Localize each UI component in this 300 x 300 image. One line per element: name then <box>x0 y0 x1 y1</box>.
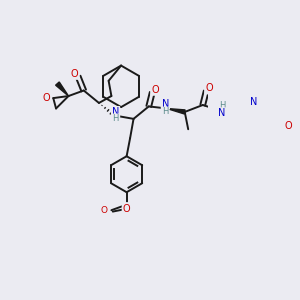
Text: H: H <box>219 101 225 110</box>
Text: N: N <box>218 108 226 118</box>
Text: O: O <box>123 204 130 214</box>
Text: N: N <box>162 99 169 109</box>
Polygon shape <box>56 82 68 96</box>
Text: O: O <box>205 83 213 93</box>
Text: H: H <box>112 114 119 123</box>
Text: O: O <box>43 93 50 103</box>
Text: O: O <box>151 85 159 95</box>
Text: O: O <box>71 69 79 79</box>
Text: H: H <box>162 107 169 116</box>
Text: O: O <box>123 203 130 213</box>
Text: N: N <box>112 107 119 117</box>
Text: O: O <box>101 206 108 215</box>
Text: O: O <box>284 121 292 131</box>
Polygon shape <box>167 109 185 114</box>
Text: N: N <box>250 97 258 107</box>
